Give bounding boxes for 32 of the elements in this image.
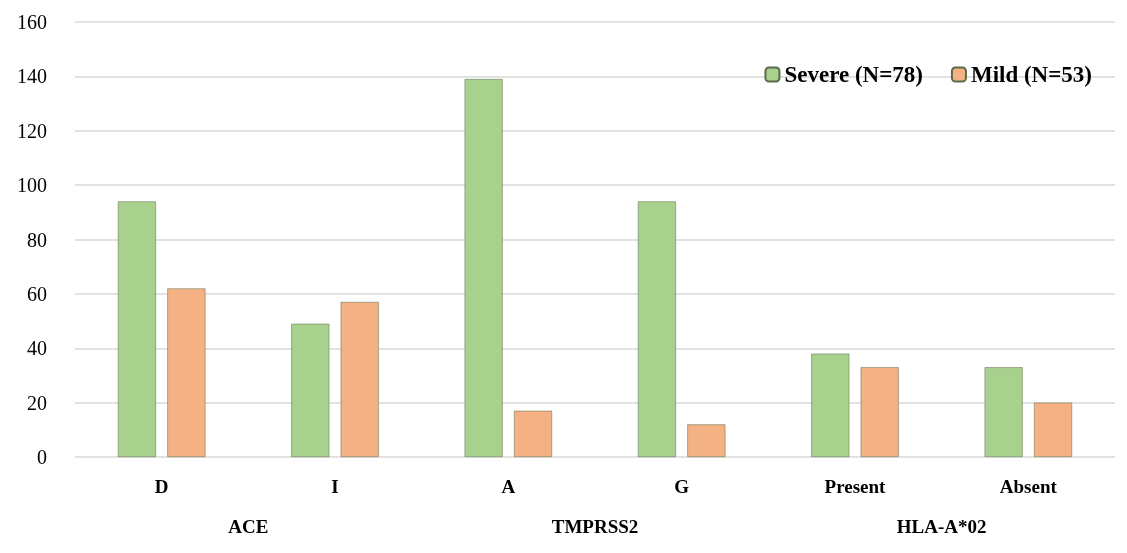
text: TMPRSS2 <box>551 516 639 537</box>
legend-label: Mild (N=53) <box>970 62 1093 87</box>
bar <box>514 410 553 457</box>
bar <box>117 201 156 457</box>
x-tick-label: A <box>501 476 516 497</box>
y-tick-label: 40 <box>27 337 47 360</box>
text: ACE <box>228 516 269 537</box>
y-tick-label: 60 <box>27 282 47 305</box>
x-tick-label: G <box>674 476 690 497</box>
x-tick-label: D <box>154 476 169 497</box>
x-tick-label: Present <box>824 476 887 497</box>
bar <box>811 353 850 457</box>
bar <box>340 302 379 457</box>
y-tick-label: 20 <box>27 391 47 414</box>
legend-label: Severe (N=78) <box>784 62 923 87</box>
x-tick-label: I <box>331 476 339 497</box>
bar <box>687 424 726 457</box>
y-tick-label: 0 <box>37 446 47 468</box>
bar <box>464 79 503 457</box>
y-tick-label: 120 <box>17 119 47 142</box>
y-tick-label: 80 <box>27 228 47 251</box>
bar <box>637 201 676 457</box>
bar <box>860 367 899 457</box>
bar <box>984 367 1023 457</box>
bar <box>167 288 206 457</box>
y-tick-label: 100 <box>17 174 47 197</box>
y-tick-label: 160 <box>17 11 47 33</box>
bar <box>1034 402 1073 457</box>
text: HLA-A*02 <box>896 516 987 537</box>
y-tick-label: 140 <box>17 65 47 88</box>
bar <box>291 323 330 457</box>
x-tick-label: Absent <box>999 476 1058 497</box>
